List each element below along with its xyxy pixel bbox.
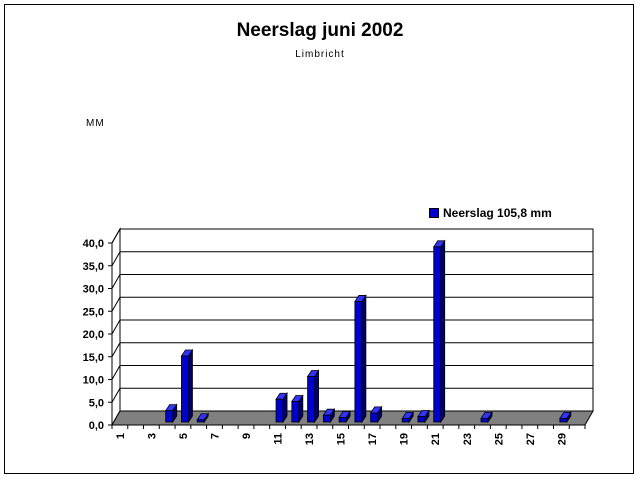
bar-day-12 (291, 394, 304, 424)
x-tick-label: 25 (493, 433, 505, 445)
y-tick-label: 20,0 (83, 329, 104, 341)
gridline-diagonal (111, 365, 121, 380)
gridline-diagonal (111, 342, 121, 357)
bar-day-29 (559, 411, 572, 424)
x-tick-label: 5 (178, 433, 190, 439)
gridline-diagonal (111, 388, 121, 403)
bar-day-17 (369, 405, 383, 424)
x-tick-label: 19 (399, 433, 411, 445)
x-tick-label: 1 (115, 433, 127, 439)
bar-day-20 (417, 409, 430, 424)
gridline-diagonal (111, 251, 121, 266)
x-tick-label: 13 (304, 433, 316, 445)
y-tick-label: 5,0 (89, 397, 104, 409)
y-tick-label: 25,0 (83, 306, 104, 318)
y-tick-label: 15,0 (83, 352, 104, 364)
y-tick-label: 0,0 (89, 420, 104, 432)
x-tick-label: 23 (462, 433, 474, 445)
x-tick-label: 3 (146, 433, 158, 439)
gridline-diagonal (111, 274, 121, 289)
y-tick-label: 10,0 (83, 375, 104, 387)
gridline-diagonal (111, 228, 121, 244)
bar-day-14 (322, 407, 336, 424)
bar-day-11 (275, 391, 288, 424)
x-tick-label: 11 (273, 433, 285, 445)
bar-day-5 (180, 348, 194, 424)
bar-day-21 (432, 239, 446, 424)
chart-subtitle: Limbricht (295, 49, 345, 60)
legend-label: Neerslag 105,8 mm (443, 206, 552, 220)
x-tick-label: 27 (525, 433, 537, 445)
bar-day-19 (401, 411, 414, 424)
chart-title: Neerslag juni 2002 (236, 20, 404, 41)
bar-day-4 (164, 403, 178, 424)
y-axis-label: MM (86, 118, 105, 129)
x-tick-label: 21 (430, 433, 442, 445)
gridline-diagonal (111, 297, 121, 312)
y-tick-label: 30,0 (83, 284, 104, 296)
y-tick-label: 35,0 (83, 261, 104, 273)
bar-day-13 (306, 369, 320, 424)
bar-day-16 (354, 294, 367, 424)
x-tick-label: 29 (556, 433, 568, 445)
x-tick-label: 17 (367, 433, 379, 445)
x-tick-label: 9 (241, 433, 253, 439)
legend-swatch (429, 208, 439, 218)
x-tick-label: 7 (209, 433, 221, 439)
gridline-diagonal (111, 319, 121, 335)
bar-day-15 (338, 410, 351, 424)
bar-day-24 (480, 411, 493, 424)
bar-day-6 (196, 412, 209, 424)
y-tick-label: 40,0 (83, 238, 104, 250)
x-tick-label: 15 (336, 433, 348, 445)
legend: Neerslag 105,8 mm (429, 206, 552, 220)
